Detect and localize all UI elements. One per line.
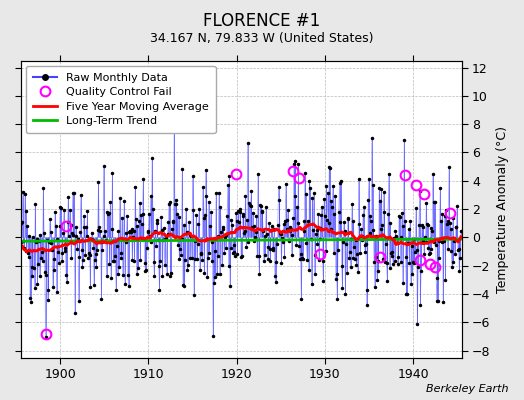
Text: FLORENCE #1: FLORENCE #1 <box>203 12 321 30</box>
Y-axis label: Temperature Anomaly (°C): Temperature Anomaly (°C) <box>496 126 509 292</box>
Legend: Raw Monthly Data, Quality Control Fail, Five Year Moving Average, Long-Term Tren: Raw Monthly Data, Quality Control Fail, … <box>26 66 215 133</box>
Text: 34.167 N, 79.833 W (United States): 34.167 N, 79.833 W (United States) <box>150 32 374 45</box>
Text: Berkeley Earth: Berkeley Earth <box>426 384 508 394</box>
